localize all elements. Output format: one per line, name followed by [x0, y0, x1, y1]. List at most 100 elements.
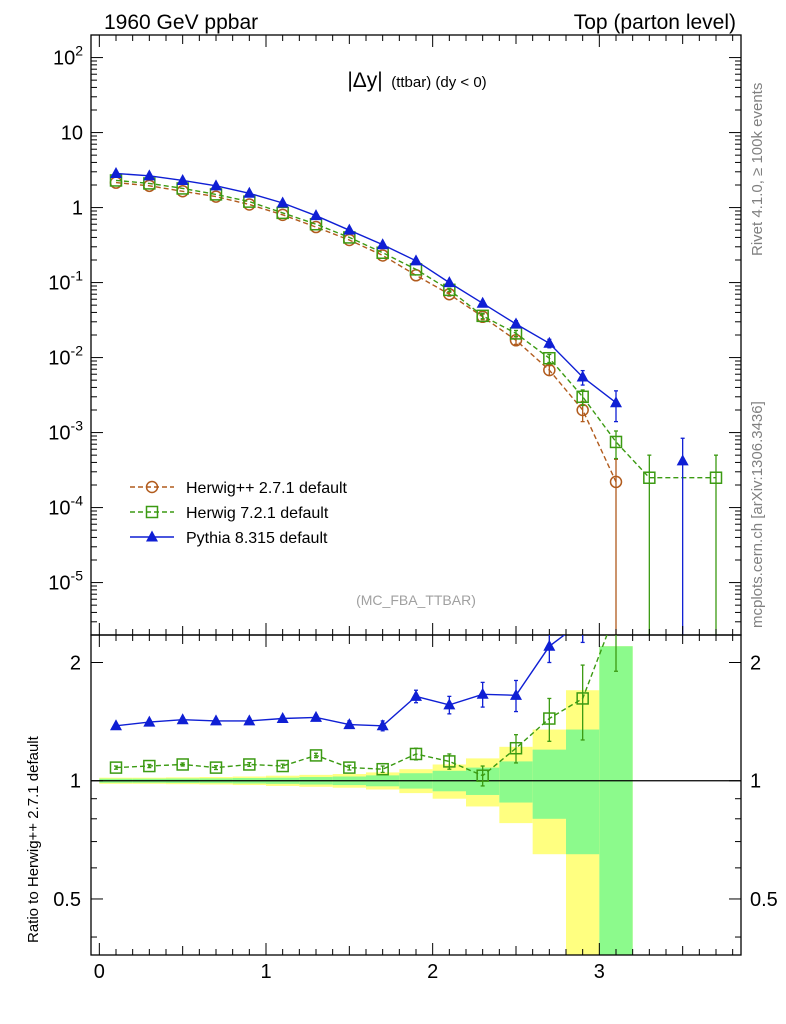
data-point	[609, 475, 623, 489]
ratio-point	[343, 761, 356, 774]
ratio-point	[176, 713, 189, 725]
ratio-point	[110, 719, 122, 731]
ratio-point	[410, 689, 422, 701]
ratio-point	[109, 761, 123, 774]
rivet-label: Rivet 4.1.0, ≥ 100k events	[749, 83, 766, 256]
ratio-point	[476, 769, 489, 782]
ratio-panel: 0 1 2 3 0.5 0.5 1 1 2 2	[53, 35, 778, 983]
data-point	[543, 363, 556, 377]
ratio-y-tick-label: 0.5	[53, 889, 81, 911]
data-point	[610, 396, 622, 408]
ratio-y-axis: 0.5 0.5 1 1 2 2	[53, 653, 778, 938]
data-point	[110, 166, 122, 178]
series-line	[115, 181, 617, 483]
ratio-point	[577, 615, 589, 626]
legend: Herwig++ 2.7.1 default Herwig 7.2.1 defau…	[130, 480, 348, 547]
ratio-point	[276, 759, 289, 773]
legend-marker-pythia	[146, 530, 158, 542]
series-pythia	[110, 166, 689, 635]
main-y-axis: 10-5 10-4 10-3 10-2 10-1 1 10 102	[48, 34, 741, 636]
data-point	[476, 309, 489, 323]
band-green	[532, 749, 566, 819]
ratio-point	[376, 719, 389, 731]
y-tick-label: 10-1	[48, 268, 83, 295]
data-point	[576, 390, 589, 404]
band-green	[566, 729, 600, 855]
series-herwig7	[109, 174, 723, 635]
data-point	[609, 435, 623, 449]
ratio-point	[376, 762, 389, 776]
data-point	[709, 471, 723, 484]
y-tick-label: 1	[72, 198, 83, 220]
data-point	[443, 276, 456, 288]
ratio-point	[143, 759, 156, 773]
title-main: |Δy|	[347, 69, 382, 92]
data-point	[510, 317, 522, 329]
ratio-point	[210, 714, 222, 726]
ratio-y-tick-label-right: 1	[750, 771, 761, 793]
y-tick-label: 10-4	[48, 493, 83, 520]
ratio-point	[343, 718, 356, 730]
y-tick-label: 10	[61, 123, 83, 145]
ratio-point	[476, 687, 489, 699]
ratio-point	[309, 749, 323, 762]
ratio-series-pythia	[110, 615, 589, 732]
legend-label-herwigpp: Herwig++ 2.7.1 default	[186, 480, 348, 497]
data-point	[243, 186, 256, 198]
mcplots-label: mcplots.cern.ch [arXiv:1306.3436]	[749, 401, 766, 628]
data-point	[576, 370, 589, 382]
legend-marker-herwigpp	[145, 480, 159, 494]
ratio-point	[576, 692, 589, 705]
series-line	[115, 172, 617, 404]
x-tick-label: 0	[94, 961, 105, 983]
series-herwigpp	[109, 176, 623, 635]
ratio-point	[143, 715, 156, 727]
ratio-y-tick-label-right: 0.5	[750, 889, 778, 911]
ratio-point	[510, 688, 522, 700]
x-tick-label: 2	[427, 961, 438, 983]
x-tick-label: 1	[260, 961, 271, 983]
ratio-point	[209, 761, 223, 774]
ratio-series-herwig7	[109, 635, 618, 787]
data-point	[676, 454, 689, 466]
ratio-point	[509, 741, 523, 755]
data-point	[476, 296, 489, 308]
ratio-point	[243, 758, 256, 771]
ratio-point	[443, 755, 456, 768]
series-line	[115, 179, 650, 479]
x-axis: 0 1 2 3	[94, 35, 734, 983]
data-point	[176, 173, 189, 185]
ratio-ylabel: Ratio to Herwig++ 2.7.1 default	[25, 735, 42, 943]
title-sub: (ttbar) (dy < 0)	[391, 74, 486, 91]
uncertainty-bands	[99, 646, 633, 955]
y-tick-label: 102	[53, 43, 83, 70]
main-panel: 10-5 10-4 10-3 10-2 10-1 1 10 102	[48, 34, 742, 636]
data-point	[643, 471, 656, 484]
y-tick-label: 10-2	[48, 343, 83, 370]
data-point	[143, 169, 156, 181]
ratio-line	[115, 635, 608, 777]
ratio-point	[543, 712, 556, 725]
watermark: (MC_FBA_TTBAR)	[356, 592, 476, 608]
x-tick-label: 3	[594, 961, 605, 983]
ratio-point	[243, 714, 256, 726]
ratio-point	[176, 758, 189, 771]
y-tick-label: 10-5	[48, 568, 83, 595]
legend-label-herwig7: Herwig 7.2.1 default	[186, 505, 329, 522]
plot-title: |Δy| (ttbar) (dy < 0)	[347, 69, 486, 92]
ratio-y-tick-label: 1	[70, 771, 81, 793]
data-point	[543, 351, 556, 365]
y-tick-label: 10-3	[48, 418, 83, 445]
ratio-point	[409, 747, 423, 761]
data-point	[343, 223, 356, 235]
legend-marker-herwig7	[145, 505, 159, 519]
band-green	[599, 646, 633, 955]
band-green	[499, 761, 533, 803]
data-point	[376, 238, 389, 250]
ratio-frame	[90, 634, 742, 956]
ratio-point	[310, 710, 322, 722]
header-right: Top (parton level)	[574, 11, 736, 34]
data-point	[543, 336, 556, 348]
